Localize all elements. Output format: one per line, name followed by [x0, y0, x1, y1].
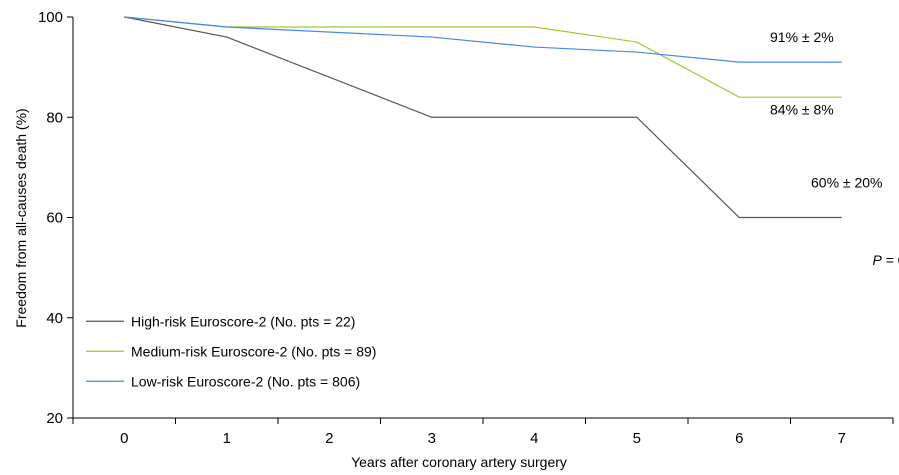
y-axis-title: Freedom from all-causes death (%) [13, 108, 29, 327]
p-value-symbol: P [873, 252, 883, 268]
y-ticks: 20 40 60 80 100 [38, 9, 73, 427]
series-lines [124, 16, 842, 219]
x-tick-label: 5 [633, 430, 641, 447]
series-line-2 [124, 16, 842, 63]
x-tick-label: 4 [530, 430, 538, 447]
x-tick-label: 1 [223, 430, 231, 447]
legend-label-2: Low-risk Euroscore-2 (No. pts = 806) [131, 373, 360, 389]
survival-annotation: 60% ± 20% [811, 174, 883, 190]
x-axis-title: Years after coronary artery surgery [351, 454, 567, 470]
y-tick-label: 20 [46, 410, 63, 427]
x-tick-label: 0 [120, 430, 128, 447]
p-value-value: = 0.02 [882, 252, 899, 268]
x-ticks: 0 1 2 3 4 5 6 7 [72, 418, 894, 447]
series-line-0 [124, 16, 842, 219]
survival-annotation: 84% ± 8% [770, 102, 834, 118]
legend: High-risk Euroscore-2 (No. pts = 22) Medi… [86, 313, 376, 389]
annotations: 91% ± 2% 84% ± 8% 60% ± 20% [770, 29, 883, 190]
x-tick-label: 3 [428, 430, 436, 447]
legend-label-1: Medium-risk Euroscore-2 (No. pts = 89) [131, 343, 376, 359]
x-tick-label: 2 [325, 430, 333, 447]
x-tick-label: 7 [838, 430, 846, 447]
y-tick-label: 80 [46, 109, 63, 126]
x-tick-label: 6 [735, 430, 743, 447]
survival-annotation: 91% ± 2% [770, 29, 834, 45]
p-value-label: P = 0.02 [873, 252, 899, 268]
y-tick-label: 100 [38, 9, 63, 26]
y-tick-label: 60 [46, 210, 63, 227]
legend-label-0: High-risk Euroscore-2 (No. pts = 22) [131, 313, 355, 329]
series-line-1 [124, 16, 842, 98]
y-tick-label: 40 [46, 310, 63, 327]
